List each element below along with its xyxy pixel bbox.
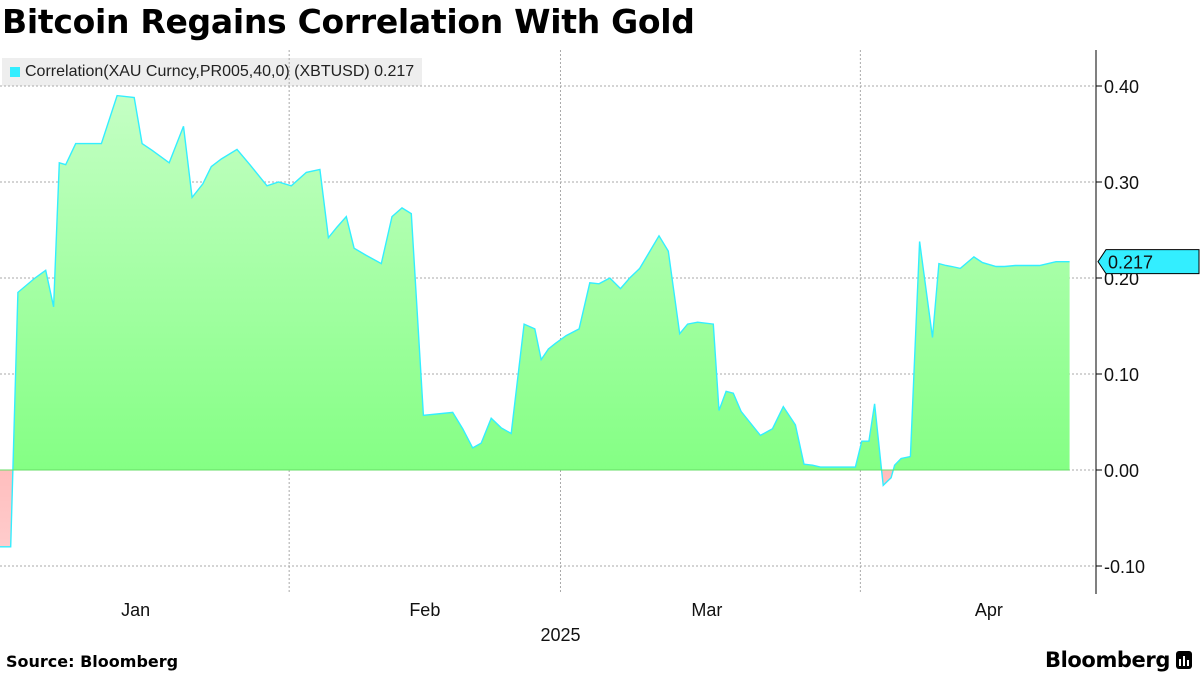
last-value-label: 0.217 <box>1108 253 1153 273</box>
x-tick-label: Mar <box>691 600 722 620</box>
x-year-label: 2025 <box>540 625 580 645</box>
y-tick-label: -0.10 <box>1104 557 1145 577</box>
y-tick-label: 0.10 <box>1104 365 1139 385</box>
x-axis: Jan Feb Mar Apr 2025 <box>121 600 1003 645</box>
bloomberg-terminal-icon <box>1176 651 1192 669</box>
chart-title: Bitcoin Regains Correlation With Gold <box>2 2 695 41</box>
y-tick-label: 0.30 <box>1104 173 1139 193</box>
x-tick-label: Feb <box>409 600 440 620</box>
last-value-badge-group: 0.217 <box>1097 249 1200 275</box>
series-line <box>0 94 1070 548</box>
y-axis: -0.100.000.100.200.300.40 <box>1095 50 1145 594</box>
y-tick-label: 0.00 <box>1104 461 1139 481</box>
positive-area <box>0 95 1070 470</box>
source-note: Source: Bloomberg <box>6 652 179 671</box>
x-tick-label: Apr <box>975 600 1003 620</box>
brand-logo: Bloomberg <box>1045 648 1192 672</box>
legend: Correlation(XAU Curncy,PR005,40,0) (XBTU… <box>2 58 423 86</box>
last-value-badge <box>1097 249 1200 275</box>
x-tick-label: Jan <box>121 600 150 620</box>
legend-label: Correlation(XAU Curncy,PR005,40,0) (XBTU… <box>25 63 415 80</box>
brand-name: Bloomberg <box>1044 648 1170 672</box>
legend-swatch <box>10 67 20 77</box>
area-layer <box>0 94 1070 548</box>
y-tick-label: 0.40 <box>1104 77 1139 97</box>
